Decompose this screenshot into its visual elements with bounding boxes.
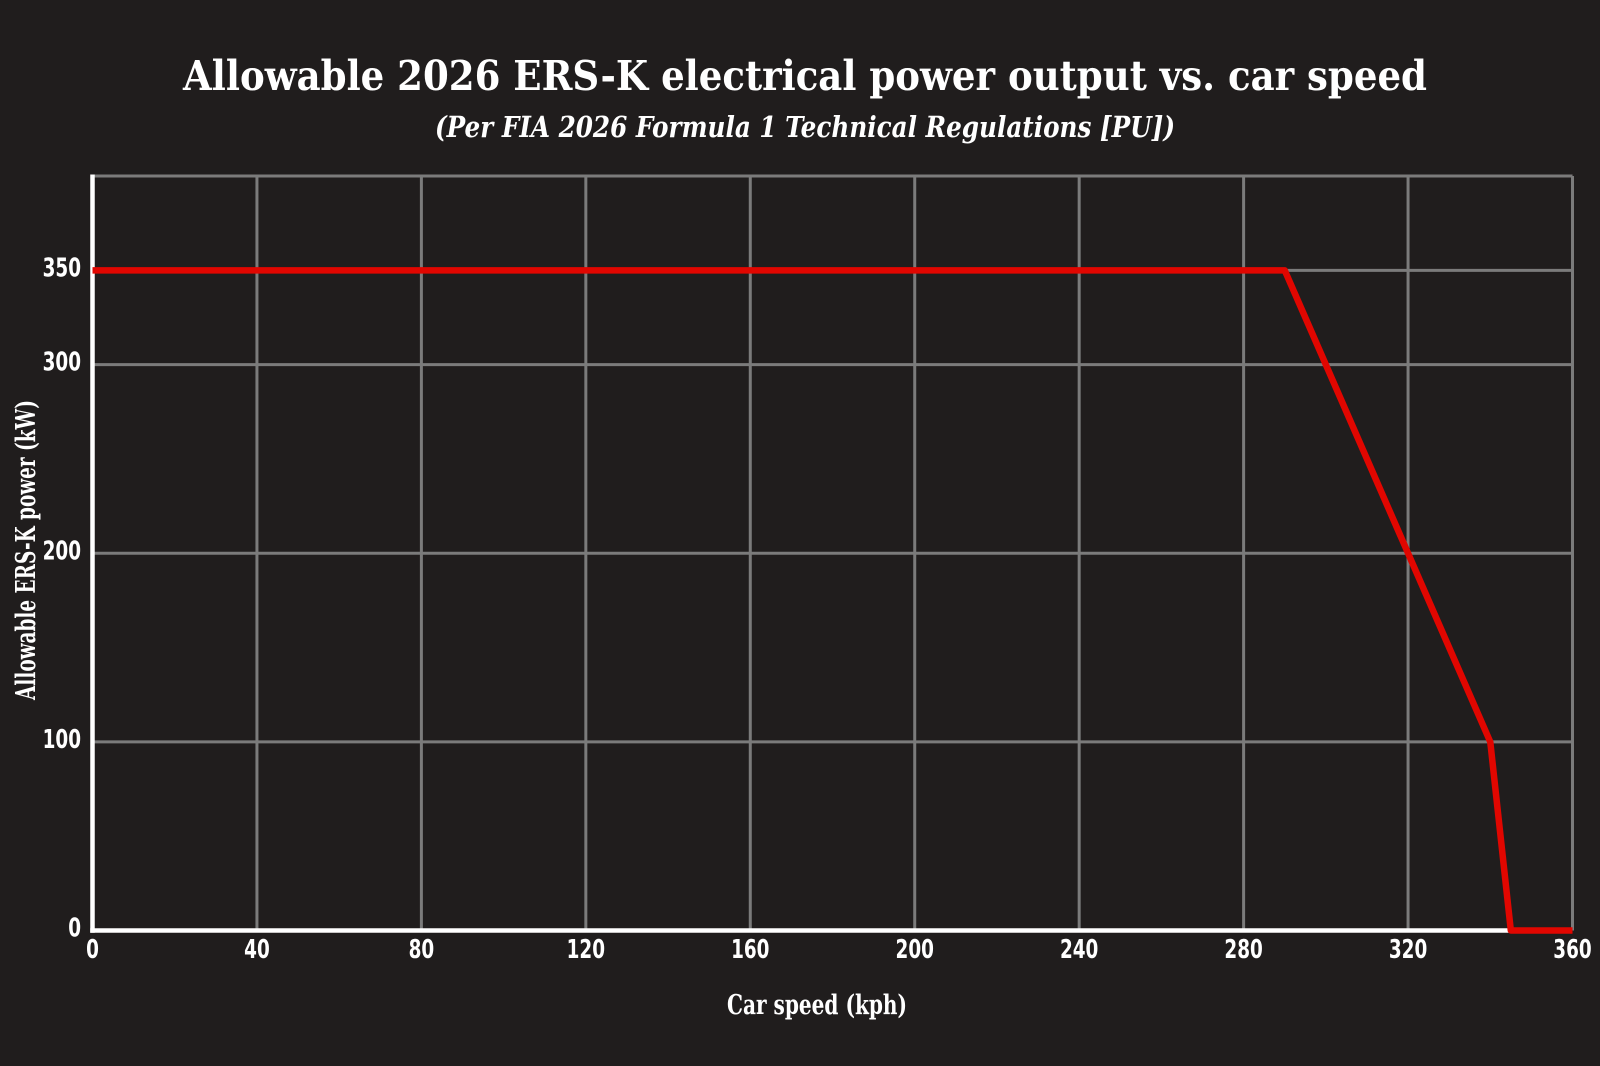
x-tick-label: 80 (409, 935, 435, 965)
y-tick-label: 200 (43, 536, 81, 566)
x-tick-label: 120 (567, 935, 605, 965)
x-tick-label: 40 (244, 935, 270, 965)
y-tick-label: 100 (43, 725, 81, 755)
y-axis-label: Allowable ERS-K power (kW) (11, 400, 42, 701)
y-tick-label: 350 (43, 253, 81, 283)
x-tick-label: 200 (896, 935, 934, 965)
y-tick-label: 0 (68, 914, 81, 944)
power-limit-line (92, 267, 1573, 934)
x-tick-label: 0 (86, 935, 99, 965)
gridlines (92, 174, 1574, 931)
chart-title: Allowable 2026 ERS-K electrical power ou… (182, 52, 1427, 100)
x-tick-label: 280 (1224, 935, 1262, 965)
x-tick-label: 320 (1389, 935, 1427, 965)
x-tick-label: 160 (731, 935, 769, 965)
axes (90, 174, 1573, 933)
y-tick-label: 300 (43, 348, 81, 378)
series (92, 267, 1573, 934)
tick-labels: 0 40 80 120 160 200 240 280 320 360 0 100 200 300 350 (43, 253, 1592, 965)
x-tick-label: 360 (1553, 935, 1591, 965)
x-axis-label: Car speed (kph) (727, 990, 907, 1021)
x-tick-label: 240 (1060, 935, 1098, 965)
chart-subtitle: (Per FIA 2026 Formula 1 Technical Regula… (435, 110, 1175, 144)
